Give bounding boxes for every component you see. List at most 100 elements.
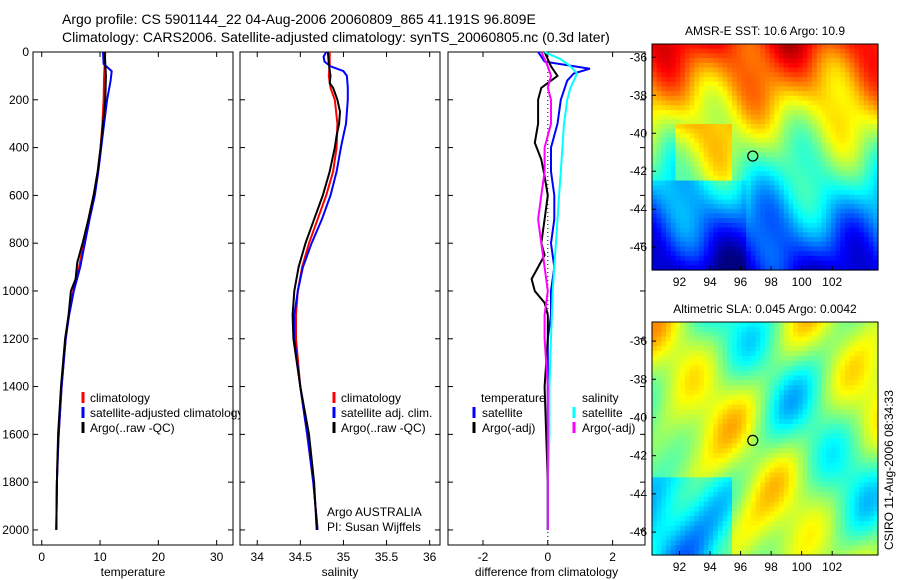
map-cell <box>868 44 874 50</box>
map-cell <box>699 399 705 406</box>
map-cell <box>708 399 714 406</box>
map-cell <box>779 251 785 257</box>
map-cell <box>854 208 860 215</box>
map-cell <box>840 44 846 50</box>
map-cell <box>788 180 794 186</box>
map-cell <box>656 409 663 415</box>
map-cell <box>783 161 790 168</box>
map-cell <box>845 433 851 440</box>
map-cell <box>774 525 780 532</box>
map-cell <box>675 58 681 64</box>
map-cell <box>826 109 832 116</box>
map-cell <box>821 491 827 498</box>
map-cell <box>670 237 677 243</box>
map-cell <box>727 237 733 243</box>
map-cell <box>708 491 714 498</box>
map-cell <box>680 175 686 182</box>
map-cell <box>670 414 677 420</box>
map-cell <box>750 433 757 440</box>
map-cell <box>732 331 738 338</box>
map-cell <box>675 438 681 444</box>
map-cell <box>873 472 879 478</box>
map-cell <box>826 443 832 449</box>
x-tick-label: 34.5 <box>289 550 313 564</box>
map-cell <box>689 341 695 347</box>
map-cell <box>684 365 691 372</box>
map-cell <box>750 76 757 83</box>
map-cell <box>840 105 846 111</box>
map-cell <box>699 477 705 483</box>
map-cell <box>684 95 691 102</box>
map-cell <box>722 477 728 483</box>
map-cell <box>835 433 841 440</box>
map-cell <box>835 516 841 522</box>
map-cell <box>812 326 818 333</box>
map-cell <box>760 355 766 362</box>
map-cell <box>746 501 752 508</box>
map-cell <box>793 218 799 224</box>
map-cell <box>746 341 752 347</box>
map-cell <box>652 438 658 444</box>
map-cell <box>746 147 752 153</box>
map-cell <box>774 496 780 503</box>
map-cell <box>666 487 672 493</box>
map-cell <box>708 457 714 464</box>
map-cell <box>727 341 733 347</box>
map-cell <box>765 237 771 243</box>
map-cell <box>680 414 686 420</box>
map-cell <box>830 477 837 483</box>
map-cell <box>835 375 841 381</box>
map-cell <box>868 322 874 328</box>
map-cell <box>694 399 700 406</box>
map-cell <box>755 91 761 97</box>
map-cell <box>708 44 714 50</box>
map-cell <box>802 208 808 215</box>
map-cell <box>859 419 865 425</box>
map-cell <box>807 204 813 210</box>
x-tick-label: 102 <box>822 560 842 574</box>
map-cell <box>656 72 663 78</box>
map-cell <box>727 326 733 333</box>
map-cell <box>826 414 832 420</box>
map-cell <box>666 467 672 474</box>
map-cell <box>750 399 757 406</box>
map-cell <box>750 251 757 257</box>
map-cell <box>661 414 667 420</box>
map-cell <box>797 482 804 488</box>
map-cell <box>845 365 851 372</box>
map-cell <box>783 100 790 106</box>
map-cell <box>802 44 808 50</box>
map-cell <box>868 341 874 347</box>
map-cell <box>797 351 804 357</box>
map-cell <box>741 100 747 106</box>
map-cell <box>774 95 780 102</box>
map-cell <box>680 189 686 196</box>
map-cell <box>830 48 837 55</box>
map-cell <box>812 227 818 233</box>
map-cell <box>835 241 841 248</box>
map-cell <box>661 394 667 401</box>
map-cell <box>845 419 851 425</box>
map-cell <box>694 467 700 474</box>
map-cell <box>845 467 851 474</box>
map-cell <box>699 423 705 430</box>
map-cell <box>661 213 667 219</box>
map-cell <box>717 506 724 512</box>
map-cell <box>732 511 738 517</box>
map-cell <box>746 232 752 238</box>
map-cell <box>854 530 860 537</box>
map-cell <box>868 521 874 527</box>
map-cell <box>670 525 677 532</box>
map-cell <box>797 409 804 415</box>
map-cell <box>868 232 874 238</box>
map-cell <box>783 365 790 372</box>
map-cell <box>732 119 738 125</box>
map-cell <box>859 260 865 266</box>
map-cell <box>812 351 818 357</box>
map-cell <box>774 530 780 537</box>
map-cell <box>694 175 700 182</box>
map-cell <box>863 389 870 396</box>
map-cell <box>746 133 752 139</box>
map-cell <box>863 204 870 210</box>
map-cell <box>760 232 766 238</box>
